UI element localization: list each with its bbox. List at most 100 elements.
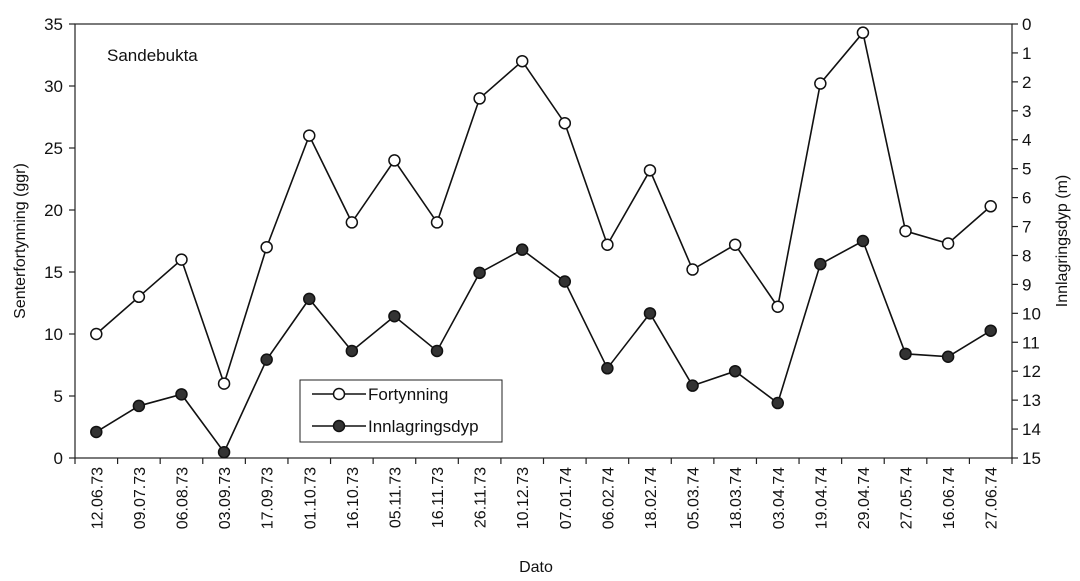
y2-tick-1: 1 (1012, 44, 1031, 63)
y2-axis-label: Innlagringsdyp (m) (1054, 175, 1071, 308)
y2-tick-label: 1 (1022, 44, 1031, 63)
y2-tick-9: 9 (1012, 275, 1031, 294)
y2-tick-label: 5 (1022, 160, 1031, 179)
x-tick-label: 26.11.73 (473, 467, 490, 528)
data-point-innlagringsdyp-6 (345, 344, 359, 358)
legend: Fortynning Innlagringsdyp (299, 379, 503, 443)
y2-tick-13: 13 (1012, 391, 1041, 410)
series-line-fortynning (95, 30, 992, 387)
data-point-innlagringsdyp-21 (984, 324, 997, 337)
data-point-innlagringsdyp-2 (175, 388, 188, 401)
data-point-innlagringsdyp-15 (728, 364, 742, 378)
data-point-innlagringsdyp-18 (856, 234, 870, 248)
y2-tick-7: 7 (1012, 218, 1031, 237)
data-point-fortynning-16 (771, 300, 784, 313)
x-tick-label: 18.03.74 (728, 467, 745, 529)
y-tick-label: 20 (44, 201, 63, 220)
data-point-innlagringsdyp-3 (217, 445, 231, 459)
series-layer (90, 26, 997, 459)
data-point-fortynning-15 (728, 238, 742, 251)
data-point-innlagringsdyp-8 (430, 344, 444, 358)
data-point-fortynning-9 (473, 92, 486, 105)
y-tick-15: 15 (44, 263, 75, 282)
x-tick-label: 18.02.74 (643, 467, 660, 529)
y-tick-label: 25 (44, 139, 63, 158)
x-tick-label: 01.10.73 (302, 467, 319, 529)
x-tick-label: 06.08.73 (174, 467, 191, 529)
data-point-innlagringsdyp-4 (260, 353, 273, 366)
y2-tick-11: 11 (1012, 333, 1040, 352)
y-tick-35: 35 (44, 15, 75, 34)
x-tick-label: 29.04.74 (856, 467, 873, 529)
y-tick-10: 10 (44, 325, 75, 344)
data-point-fortynning-18 (856, 26, 870, 39)
y2-tick-label: 14 (1022, 420, 1041, 439)
y-tick-label: 5 (54, 387, 63, 406)
data-point-fortynning-0 (90, 327, 103, 341)
data-point-innlagringsdyp-1 (132, 399, 146, 413)
data-point-fortynning-4 (260, 240, 273, 254)
data-point-fortynning-1 (132, 290, 146, 304)
y2-tick-label: 13 (1022, 391, 1041, 410)
y-tick-30: 30 (44, 77, 75, 96)
x-tick-label: 16.06.74 (941, 467, 958, 529)
data-point-fortynning-19 (899, 224, 912, 238)
data-point-fortynning-13 (643, 164, 657, 177)
data-point-fortynning-21 (984, 200, 997, 213)
data-point-fortynning-7 (388, 154, 401, 167)
y2-tick-3: 3 (1012, 102, 1031, 121)
x-tick-label: 03.04.74 (771, 467, 788, 529)
y-tick-20: 20 (44, 201, 75, 220)
data-point-fortynning-10 (515, 54, 529, 68)
y2-tick-5: 5 (1012, 160, 1031, 179)
data-point-fortynning-14 (686, 263, 699, 276)
y2-tick-label: 9 (1022, 275, 1031, 294)
y2-tick-label: 10 (1022, 304, 1041, 323)
y2-tick-label: 6 (1022, 189, 1031, 208)
x-tick-label: 27.05.74 (899, 467, 916, 529)
data-point-fortynning-20 (941, 237, 955, 250)
x-tick-label: 27.06.74 (984, 467, 1001, 529)
x-tick-label: 07.01.74 (558, 467, 575, 529)
y2-tick-15: 15 (1012, 449, 1041, 468)
x-tick-label: 17.09.73 (260, 467, 277, 529)
y-tick-label: 0 (54, 449, 63, 468)
series-line-innlagringsdyp (95, 239, 992, 454)
y2-tick-10: 10 (1012, 304, 1041, 323)
x-tick-label: 19.04.74 (813, 467, 830, 529)
legend-box (299, 379, 503, 443)
legend-marker-innlagringsdyp (332, 419, 346, 433)
chart-annotation: Sandebukta (107, 46, 198, 65)
x-tick-label: 12.06.73 (89, 467, 106, 529)
data-point-fortynning-11 (558, 116, 572, 130)
data-point-innlagringsdyp-10 (515, 243, 529, 256)
x-tick-label: 16.10.73 (345, 467, 362, 529)
x-tick-label: 16.11.73 (430, 467, 447, 528)
y2-tick-8: 8 (1012, 246, 1031, 265)
y-tick-0: 0 (54, 449, 75, 468)
y2-tick-label: 3 (1022, 102, 1031, 121)
y2-tick-label: 0 (1022, 15, 1031, 34)
y-axis-label: Senterfortynning (ggr) (12, 163, 29, 319)
x-tick-label: 05.11.73 (387, 467, 404, 528)
data-point-fortynning-5 (303, 129, 316, 142)
data-point-innlagringsdyp-5 (303, 292, 316, 306)
y2-tick-6: 6 (1012, 189, 1031, 208)
y2-tick-label: 15 (1022, 449, 1041, 468)
x-tick-label: 05.03.74 (686, 467, 703, 529)
legend-marker-fortynning (332, 387, 346, 401)
data-point-fortynning-12 (601, 238, 614, 251)
x-tick-label: 10.12.73 (515, 467, 532, 529)
x-tick-label: 03.09.73 (217, 467, 234, 529)
y-tick-label: 35 (44, 15, 63, 34)
data-point-innlagringsdyp-9 (473, 266, 486, 280)
data-point-innlagringsdyp-12 (601, 362, 614, 375)
x-tick-label: 09.07.73 (132, 467, 149, 529)
y-tick-5: 5 (54, 387, 75, 406)
y2-tick-0: 0 (1012, 15, 1031, 34)
plot-area-frame (74, 23, 1013, 459)
y2-tick-label: 4 (1022, 131, 1031, 150)
data-point-fortynning-17 (814, 77, 827, 90)
